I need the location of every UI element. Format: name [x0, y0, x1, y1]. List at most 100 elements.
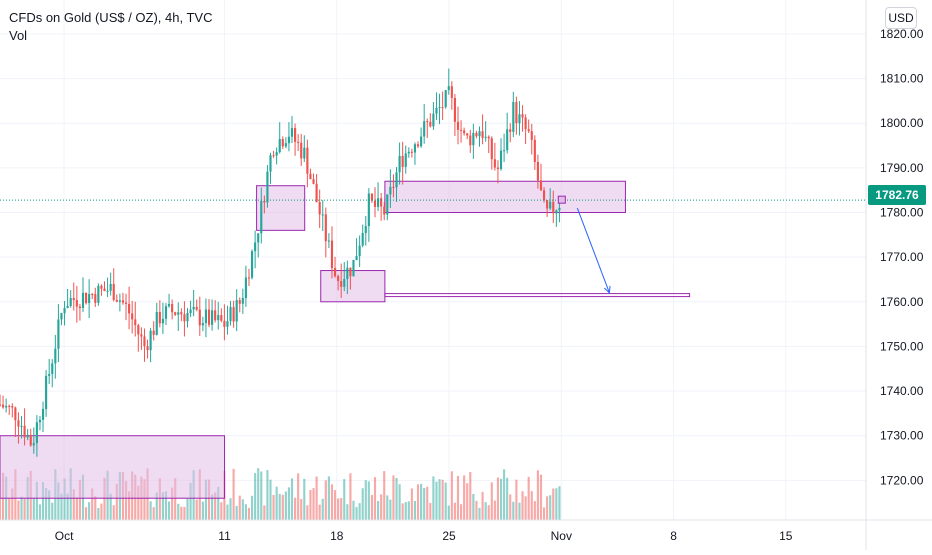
volume-bar — [201, 501, 204, 520]
candle-body — [297, 141, 300, 143]
volume-bar — [558, 486, 561, 520]
volume-bar — [152, 507, 155, 520]
candle-body — [5, 405, 8, 408]
volume-bar — [232, 468, 235, 520]
candle-body — [509, 129, 512, 132]
candle-body — [149, 330, 152, 351]
volume-bar — [410, 488, 413, 520]
candle-body — [161, 318, 164, 324]
candle-body — [20, 425, 23, 427]
candle-body — [404, 153, 407, 167]
candle-body — [466, 133, 469, 136]
candle-body — [493, 159, 496, 168]
volume-bar — [469, 471, 472, 520]
candle-body — [204, 309, 208, 324]
volume-bar — [420, 483, 423, 520]
last-price-tag: 1782.76 — [868, 185, 926, 205]
zones[interactable] — [0, 180, 626, 499]
volume-bar — [158, 478, 161, 520]
volume-bar — [456, 475, 460, 520]
volume-bar — [358, 503, 361, 520]
candle-body — [124, 302, 128, 304]
candle-body — [115, 299, 118, 302]
volume-bar — [333, 490, 337, 520]
volume-bar — [97, 507, 100, 520]
candle-body — [229, 307, 232, 322]
volume-bar — [555, 488, 558, 520]
candle-body — [330, 240, 334, 269]
volume-bar — [524, 496, 527, 520]
drawings[interactable] — [0, 195, 866, 298]
candle-body — [512, 101, 515, 132]
volume-bar — [355, 507, 358, 520]
candle-body — [392, 186, 395, 188]
volume-bar — [484, 502, 487, 520]
candle-body — [376, 198, 380, 207]
candle-body — [503, 150, 506, 152]
volume-bar — [214, 492, 217, 520]
volume-bar — [177, 503, 180, 520]
candle-body — [469, 135, 472, 146]
candle-body — [370, 193, 374, 201]
volume-bar — [229, 498, 232, 520]
candle-body — [506, 129, 509, 151]
price-tick-label: 1730.00 — [880, 429, 924, 443]
volume-bar — [349, 473, 352, 520]
candle-body — [272, 155, 275, 157]
volume-bar — [204, 479, 208, 520]
candle-body — [410, 151, 413, 153]
volume-bar — [303, 478, 306, 520]
candle-body — [447, 86, 450, 91]
volume-label[interactable]: Vol — [9, 28, 28, 43]
candle-body — [211, 310, 214, 325]
volume-bar — [217, 486, 220, 520]
currency-button[interactable]: USD — [885, 7, 917, 29]
volume-bar — [155, 492, 158, 520]
volume-bar — [137, 485, 140, 520]
candle-body — [78, 306, 81, 309]
candle-body — [429, 121, 432, 127]
candle-body — [223, 320, 226, 327]
volume-bar — [527, 476, 530, 520]
volume-bar — [115, 483, 118, 520]
candle-body — [263, 201, 266, 203]
candle-body — [346, 267, 349, 280]
volume-bar — [327, 476, 330, 520]
candle-body — [324, 214, 327, 242]
candle-body — [14, 407, 17, 421]
candle-body — [527, 129, 530, 132]
candle-body — [441, 107, 444, 109]
candle-body — [333, 268, 337, 277]
candle-body — [121, 300, 125, 303]
volume-bar — [330, 484, 334, 520]
candle-body — [558, 207, 561, 211]
volume-bar — [17, 500, 20, 520]
volume-bar — [207, 479, 211, 520]
volume-bar — [373, 477, 377, 520]
volume-bar — [75, 497, 78, 520]
candle-body — [32, 443, 35, 446]
volume-bar — [247, 507, 251, 520]
candle-body — [247, 277, 251, 279]
price-tick-label: 1770.00 — [880, 250, 924, 264]
volume-bar — [112, 505, 115, 520]
volume-bar — [459, 504, 463, 520]
candle-body — [128, 303, 131, 314]
volume-bar — [48, 490, 51, 520]
candle-body — [281, 138, 284, 147]
candle-body — [257, 233, 260, 243]
candle-body — [48, 373, 51, 376]
projection-arrowhead — [603, 285, 611, 294]
volume-bar — [8, 498, 11, 520]
volume-bar — [235, 505, 238, 520]
volume-bar — [164, 491, 168, 520]
time-tick-label: 11 — [218, 529, 231, 543]
symbol-title[interactable]: CFDs on Gold (US$ / OZ), 4h, TVC — [9, 10, 213, 25]
candle-body — [435, 107, 438, 114]
volume-bar — [250, 495, 254, 520]
candle-body — [524, 117, 527, 130]
volume-bar — [432, 476, 435, 520]
